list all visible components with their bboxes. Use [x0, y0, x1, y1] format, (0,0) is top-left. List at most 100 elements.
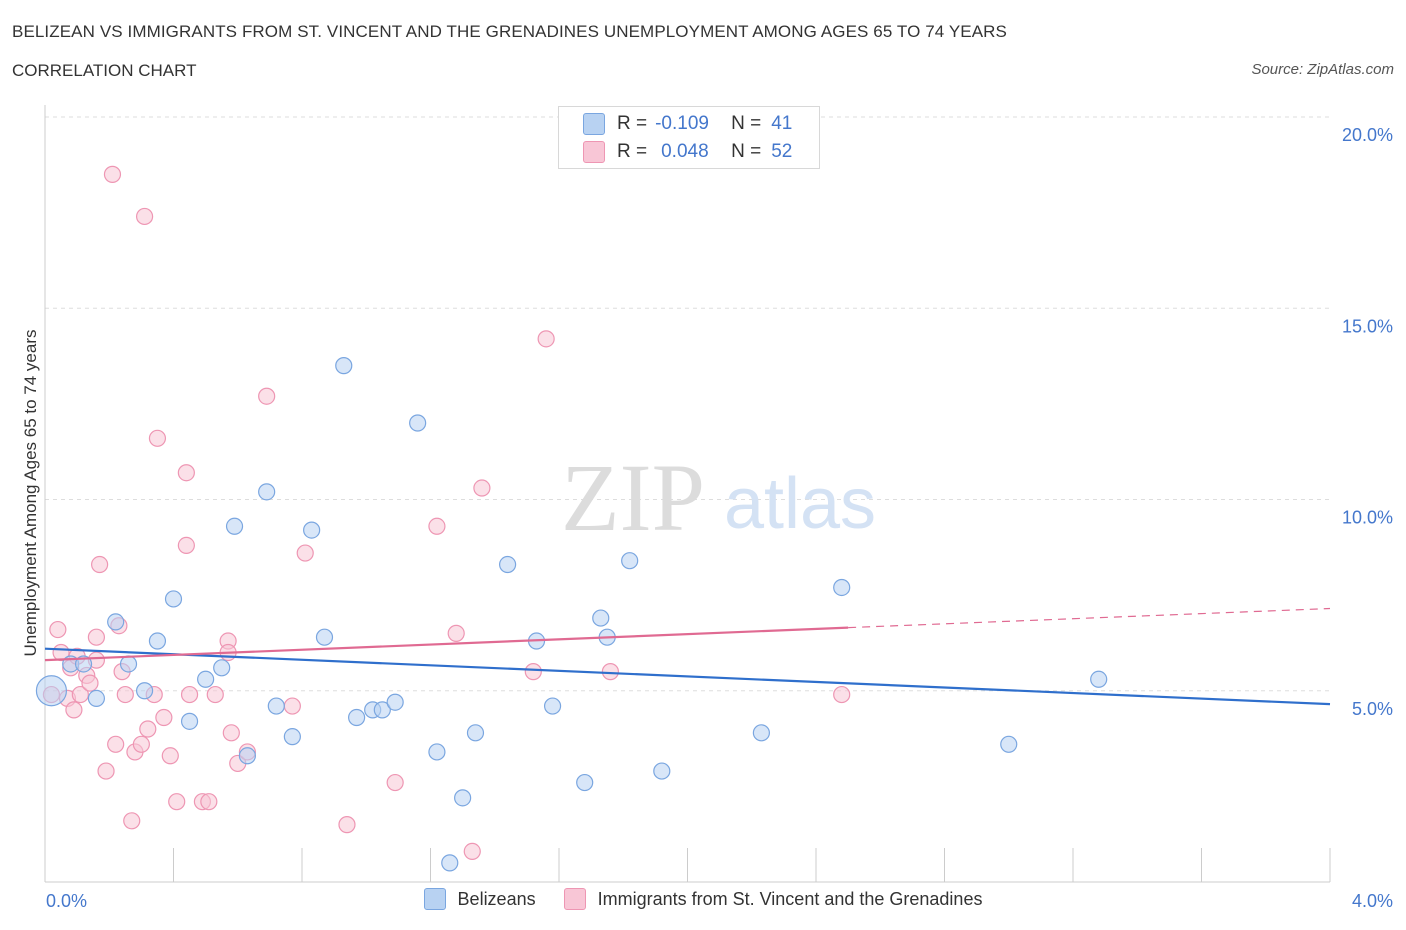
data-point-immigrants [161, 747, 179, 765]
x-tick-label-min: 0.0% [46, 891, 88, 911]
legend-label-immigrants: Immigrants from St. Vincent and the Gren… [597, 888, 983, 909]
data-point-belizeans [35, 675, 68, 707]
trend-lines [44, 607, 1331, 706]
data-point-belizeans [466, 724, 485, 742]
data-point-immigrants [833, 685, 851, 704]
data-point-belizeans [441, 854, 459, 872]
data-point-belizeans [543, 697, 562, 715]
data-point-immigrants [49, 620, 67, 639]
data-point-belizeans [135, 682, 154, 700]
data-point-belizeans [148, 632, 167, 650]
data-point-immigrants [463, 842, 481, 861]
series-legend: Belizeans Immigrants from St. Vincent an… [0, 888, 1406, 910]
y-tick-label: 15.0% [1342, 316, 1393, 336]
y-tick-label: 5.0% [1352, 699, 1393, 719]
data-point-immigrants [428, 517, 446, 535]
data-point-immigrants [97, 762, 115, 780]
data-point-immigrants [601, 663, 620, 681]
watermark: ZIP atlas [561, 444, 876, 551]
data-point-immigrants [148, 429, 167, 447]
data-point-immigrants [222, 724, 240, 742]
data-point-immigrants [135, 207, 154, 226]
legend-swatch-pink [583, 141, 605, 163]
data-point-belizeans [1090, 670, 1108, 688]
legend-swatch-blue [583, 113, 605, 135]
data-point-immigrants [537, 330, 555, 348]
legend-row-immigrants: R = 0.048 N = 52 [583, 139, 792, 165]
watermark-zip: ZIP [561, 444, 705, 551]
data-point-belizeans [592, 609, 610, 627]
legend-n-label: N = [731, 113, 762, 134]
data-point-belizeans [428, 743, 446, 761]
data-point-belizeans [315, 628, 334, 646]
legend-r-label: R = [617, 113, 648, 134]
data-point-immigrants [116, 685, 134, 704]
source-note: Source: ZipAtlas.com [1251, 61, 1394, 78]
data-point-immigrants [168, 793, 186, 811]
data-point-immigrants [81, 674, 99, 692]
data-point-immigrants [132, 735, 150, 753]
data-point-belizeans [576, 773, 594, 792]
correlation-legend: R = -0.109 N = 41 R = 0.048 N = 52 [558, 106, 820, 169]
data-point-belizeans [258, 483, 276, 501]
data-point-belizeans [653, 762, 671, 780]
chart-subtitle: CORRELATION CHART [12, 61, 197, 80]
data-point-immigrants [180, 685, 199, 704]
data-point-belizeans [197, 670, 215, 688]
legend-n-value: 52 [771, 141, 793, 162]
data-point-immigrants [338, 816, 356, 834]
legend-n-label: N = [731, 141, 762, 162]
data-point-belizeans [213, 659, 231, 677]
x-tick-label-max: 4.0% [1351, 891, 1393, 911]
data-point-immigrants [87, 628, 106, 646]
data-point-belizeans [335, 357, 353, 375]
data-point-belizeans [386, 693, 404, 711]
data-point-belizeans [752, 724, 770, 742]
axes [44, 105, 1331, 883]
data-point-belizeans [74, 655, 93, 673]
data-point-belizeans [409, 414, 427, 432]
data-point-immigrants [65, 701, 83, 719]
data-point-immigrants [200, 793, 218, 811]
data-point-belizeans [1000, 735, 1018, 753]
data-point-immigrants [123, 812, 141, 830]
data-point-belizeans [238, 747, 256, 765]
legend-n-value: 41 [771, 113, 793, 134]
data-point-belizeans [164, 590, 183, 608]
y-tick-label: 20.0% [1342, 125, 1393, 145]
chart-title: BELIZEAN VS IMMIGRANTS FROM ST. VINCENT … [12, 22, 1007, 41]
data-point-belizeans [119, 655, 138, 673]
data-point-belizeans [225, 517, 244, 535]
data-point-immigrants [296, 544, 314, 562]
trend-line-belizeans [44, 647, 1331, 706]
data-point-immigrants [139, 720, 157, 738]
trend-line-immigrants [44, 626, 849, 662]
y-tick-labels: 5.0% 10.0% 15.0% 20.0% [1342, 125, 1393, 719]
data-point-belizeans [499, 555, 517, 574]
data-point-immigrants [283, 697, 301, 715]
series-belizeans-points [35, 357, 1108, 872]
data-point-belizeans [267, 697, 285, 715]
data-point-immigrants [71, 685, 89, 704]
data-point-immigrants [473, 479, 491, 497]
data-point-belizeans [303, 521, 321, 539]
data-point-belizeans [180, 712, 199, 730]
legend-swatch-pink [563, 888, 586, 910]
data-point-immigrants [91, 555, 109, 574]
data-point-belizeans [833, 578, 851, 597]
data-point-immigrants [524, 663, 542, 681]
data-point-belizeans [283, 728, 301, 746]
data-point-belizeans [373, 701, 391, 719]
data-point-belizeans [107, 613, 125, 631]
data-point-immigrants [206, 685, 224, 704]
data-point-immigrants [258, 387, 276, 405]
data-point-immigrants [155, 708, 173, 727]
data-point-belizeans [87, 689, 106, 708]
data-point-immigrants [107, 735, 125, 753]
data-point-belizeans [348, 708, 366, 727]
legend-swatch-blue [423, 888, 446, 910]
trend-line-immigrants-extension [848, 607, 1331, 629]
data-point-immigrants [177, 464, 195, 482]
legend-label-belizeans: Belizeans [457, 888, 536, 909]
